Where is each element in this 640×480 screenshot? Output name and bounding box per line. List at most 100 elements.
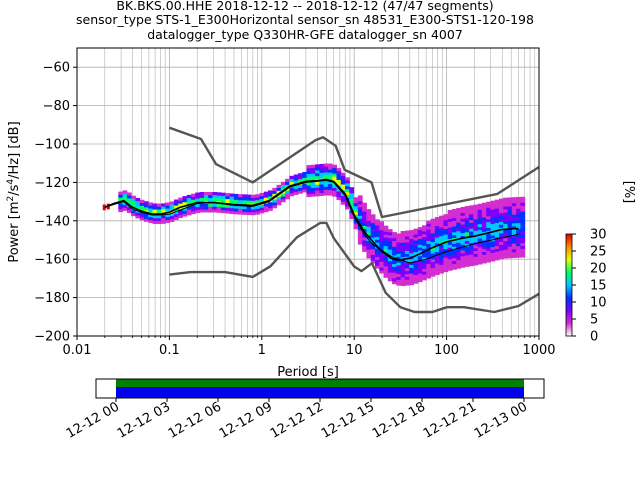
heatmap-cell [139,217,145,221]
heatmap-cell [297,176,303,180]
heatmap-cell [306,185,312,189]
heatmap-cell [379,224,385,228]
heatmap-cell [297,173,303,177]
heatmap-cell [516,196,521,201]
heatmap-cell [434,225,440,229]
heatmap-cell [499,244,504,248]
heatmap-cell [327,166,333,170]
heatmap-cell [366,232,372,236]
heatmap-cell [169,215,175,220]
heatmap-cell [439,267,444,271]
heatmap-cell [494,242,500,247]
heatmap-cell [409,281,414,286]
heatmap-cell [473,207,479,211]
heatmap-cell [413,231,419,235]
heatmap-cell [494,251,500,255]
heatmap-cell [156,217,162,222]
heatmap-cell [456,239,462,243]
heatmap-cell [417,273,423,277]
heatmap-cell [349,195,355,199]
heatmap-cell [396,276,402,280]
heatmap-cell [434,222,440,227]
heatmap-cell [486,207,491,211]
heatmap-cell [434,260,440,264]
heatmap-cell [366,243,372,247]
heatmap-cell [396,242,402,246]
heatmap-cell [451,257,457,262]
heatmap-cell [430,270,436,274]
heatmap-cell [263,206,269,210]
heatmap-cell [366,249,372,253]
heatmap-cell [499,221,504,225]
heatmap-cell [345,188,350,193]
heatmap-cell [208,203,213,207]
heatmap-cell [323,175,329,179]
heatmap-cell [434,271,440,276]
heatmap-cell [511,228,517,233]
heatmap-cell [490,243,496,248]
heatmap-cell [259,207,265,211]
heatmap-cell [486,259,491,263]
heatmap-cell [143,204,149,208]
heatmap-cell [353,200,359,204]
heatmap-cell [374,227,380,232]
heatmap-cell [374,222,380,226]
heatmap-cell [464,229,470,233]
heatmap-cell [379,255,385,260]
time-tick-label: 12-13 00 [472,399,530,441]
heatmap-cell [379,264,385,268]
heatmap-cell [246,211,252,216]
heatmap-cell [439,258,444,263]
heatmap-cell [289,190,295,194]
heatmap-cell [319,192,325,196]
heatmap-cell [374,242,380,246]
heatmap-cell [469,231,474,235]
heatmap-cell [400,256,406,261]
heatmap-cell [447,253,453,257]
heatmap-cell [374,251,380,255]
heatmap-cell [229,196,235,200]
heatmap-cell [456,233,462,238]
heatmap-cell [477,261,483,265]
heatmap-cell [422,236,427,241]
heatmap-cell [357,209,363,213]
heatmap-cell [486,218,491,223]
heatmap-cell [255,205,260,209]
heatmap-cell [477,252,483,256]
gap-coverage-bar [116,379,524,387]
heatmap-cell [511,211,517,215]
heatmap-cell [238,208,243,212]
heatmap-cell [323,166,329,170]
heatmap-cell [516,217,521,221]
heatmap-cell [122,207,128,211]
heatmap-cell [131,204,136,208]
heatmap-cell [413,228,419,232]
heatmap-cell [422,268,427,272]
heatmap-cell [392,281,397,285]
heatmap-cell [451,255,457,259]
heatmap-cell [426,252,432,256]
heatmap-cell [332,190,337,194]
heatmap-cell [447,209,453,214]
heatmap-cell [439,230,444,234]
heatmap-cell [310,167,316,171]
heatmap-cell [447,221,453,225]
heatmap-cell [494,208,500,212]
heatmap-cell [456,256,462,261]
heatmap-cell [131,195,136,199]
heatmap-cell [246,200,252,204]
heatmap-cell [477,249,483,253]
colorbar-tick-label: 30 [590,228,607,243]
heatmap-cell [451,260,457,264]
heatmap-cell [327,183,333,187]
heatmap-cell [499,212,504,217]
heatmap-cell [370,251,376,255]
heatmap-cell [225,204,231,208]
heatmap-cell [460,218,466,222]
y-tick-label: −100 [34,138,70,153]
x-tick-label: 1 [258,343,266,358]
heatmap-cell [494,211,500,215]
heatmap-cell [486,216,491,220]
heatmap-cell [148,211,154,215]
heatmap-cell [434,237,440,241]
